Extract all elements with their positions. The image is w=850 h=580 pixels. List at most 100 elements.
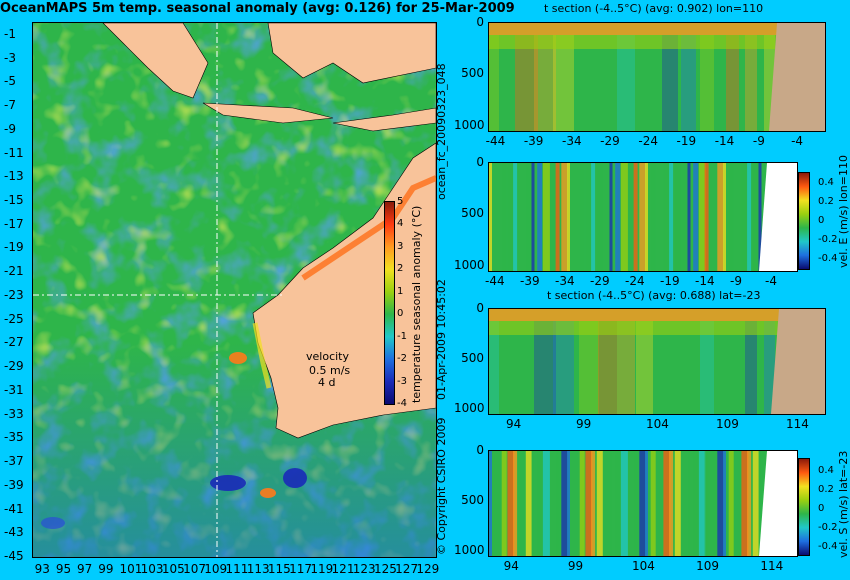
map-y-tick: -39 xyxy=(4,477,24,492)
section-colorbar-tick: 0.4 xyxy=(818,176,834,188)
section-y-tick: 0 xyxy=(476,15,484,29)
map-x-tick: 101 xyxy=(119,562,143,576)
section-x-tick: -29 xyxy=(600,134,620,148)
section-x-tick: 99 xyxy=(576,417,592,431)
section-x-tick: -44 xyxy=(485,274,505,288)
map-x-tick: 107 xyxy=(183,562,206,576)
section-x-tick: -9 xyxy=(730,274,742,288)
section1-title: t section (-4..5°C) (avg: 0.902) lon=110 xyxy=(544,2,764,15)
map-y-tick: -1 xyxy=(4,26,16,41)
velocity-legend-label: velocity xyxy=(306,350,349,363)
section-x-tick: 114 xyxy=(760,559,784,573)
map-y-tick: -19 xyxy=(4,240,24,255)
map-colorbar xyxy=(384,201,395,405)
velocity-legend-value: 0.5 m/s xyxy=(309,364,351,377)
section4-colorbar xyxy=(798,458,810,556)
section-colorbar-tick: 0 xyxy=(818,215,825,226)
map-y-tick: -35 xyxy=(4,430,24,445)
map-y-tick: -25 xyxy=(4,311,24,326)
map-x-tick: 105 xyxy=(161,562,185,576)
map-colorbar-label: temperature seasonal anomaly (°C) xyxy=(410,205,423,403)
map-x-tick: 129 xyxy=(416,562,440,576)
section4-panel xyxy=(488,450,798,557)
section-y-tick: 0 xyxy=(476,155,484,169)
section-x-tick: 104 xyxy=(646,417,669,431)
map-y-tick: -31 xyxy=(4,382,24,397)
map-colorbar-tick: -1 xyxy=(397,330,407,342)
section-y-tick: 1000 xyxy=(454,257,485,272)
section-x-tick: -4 xyxy=(765,274,777,288)
section2-colorbar xyxy=(798,172,810,270)
section-x-tick: 104 xyxy=(632,559,655,573)
section-x-tick: -34 xyxy=(555,274,575,288)
section-x-tick: 114 xyxy=(786,417,809,431)
section-colorbar-tick: 0.4 xyxy=(818,464,834,476)
map-x-tick: 97 xyxy=(77,562,93,576)
section-colorbar-tick: -0.4 xyxy=(818,541,838,553)
map-y-tick: -23 xyxy=(4,287,24,302)
section-y-tick: 0 xyxy=(476,443,484,457)
section-y-tick: 1000 xyxy=(454,401,485,415)
section3-panel xyxy=(488,308,826,415)
map-x-tick: 93 xyxy=(34,562,50,576)
map-y-tick: -41 xyxy=(4,501,24,516)
map-y-tick: -45 xyxy=(4,549,24,563)
map-x-tick: 103 xyxy=(140,562,164,576)
section-x-tick: -4 xyxy=(791,134,804,148)
map-panel: 5 4 3 2 1 0 -1 -2 -3 -4 temperature seasonal anom… xyxy=(32,22,437,558)
map-y-tick: -21 xyxy=(4,264,24,279)
section-field xyxy=(489,309,825,414)
section-field xyxy=(489,23,825,131)
section-colorbar-tick: 0.2 xyxy=(818,483,834,495)
map-y-tick: -33 xyxy=(4,406,24,421)
section-x-tick: -19 xyxy=(660,274,680,288)
section-field xyxy=(489,451,797,556)
section-x-tick: -14 xyxy=(695,274,715,288)
map-y-tick: -17 xyxy=(4,216,24,231)
section-x-tick: -29 xyxy=(590,274,610,288)
section-colorbar-tick: 0.2 xyxy=(818,195,834,207)
map-colorbar-tick: -4 xyxy=(397,398,407,409)
section-y-tick: 500 xyxy=(461,493,484,507)
section2-colorbar-label: vel. E (m/s) lon=110 xyxy=(837,155,850,268)
map-y-tick: -29 xyxy=(4,359,24,374)
section-field xyxy=(489,163,797,271)
map-x-tick: 127 xyxy=(395,562,419,576)
section-colorbar-tick: -0.2 xyxy=(818,522,838,534)
map-x-tick: 99 xyxy=(98,562,114,576)
section-y-tick: 500 xyxy=(461,66,484,81)
section-x-tick: -34 xyxy=(562,134,582,148)
section-x-tick: -24 xyxy=(625,274,645,288)
section-x-tick: -39 xyxy=(523,134,544,148)
map-colorbar-tick: 2 xyxy=(397,263,404,275)
map-x-tick: 119 xyxy=(310,562,334,576)
map-y-tick: -5 xyxy=(4,74,16,89)
map-colorbar-tick: 0 xyxy=(397,308,404,320)
map-x-tick: 109 xyxy=(204,562,228,576)
map-colorbar-tick: -2 xyxy=(397,353,407,365)
map-x-tick: 115 xyxy=(267,562,291,576)
map-y-tick: -11 xyxy=(4,145,24,160)
velocity-legend-days: 4 d xyxy=(318,376,336,389)
section1-panel xyxy=(488,22,826,132)
map-x-tick: 113 xyxy=(246,562,270,576)
section-x-tick: 109 xyxy=(716,417,739,431)
map-colorbar-tick: 1 xyxy=(397,285,404,297)
map-x-tick: 111 xyxy=(225,562,249,576)
section-y-tick: 500 xyxy=(461,206,484,221)
map-x-tick: 125 xyxy=(373,562,397,576)
section-x-tick: -39 xyxy=(520,274,540,288)
section-y-tick: 500 xyxy=(461,351,484,365)
section-x-tick: 94 xyxy=(506,417,522,431)
map-y-tick: -13 xyxy=(4,169,24,184)
map-x-tick: 123 xyxy=(352,562,376,576)
section-y-tick: 1000 xyxy=(454,543,485,557)
timestamp-text: 01-Apr-2009 10:45:02 xyxy=(435,279,448,400)
map-colorbar-tick: 5 xyxy=(397,196,404,207)
section4-colorbar-label: vel. S (m/s) lat=-23 xyxy=(837,450,850,558)
map-x-tick: 117 xyxy=(289,562,313,576)
section-x-tick: -9 xyxy=(752,134,765,148)
run-id-text: ocean_fc_20090323_048 xyxy=(435,63,448,200)
map-y-tick: -3 xyxy=(4,50,16,65)
section-y-tick: 0 xyxy=(476,301,484,315)
